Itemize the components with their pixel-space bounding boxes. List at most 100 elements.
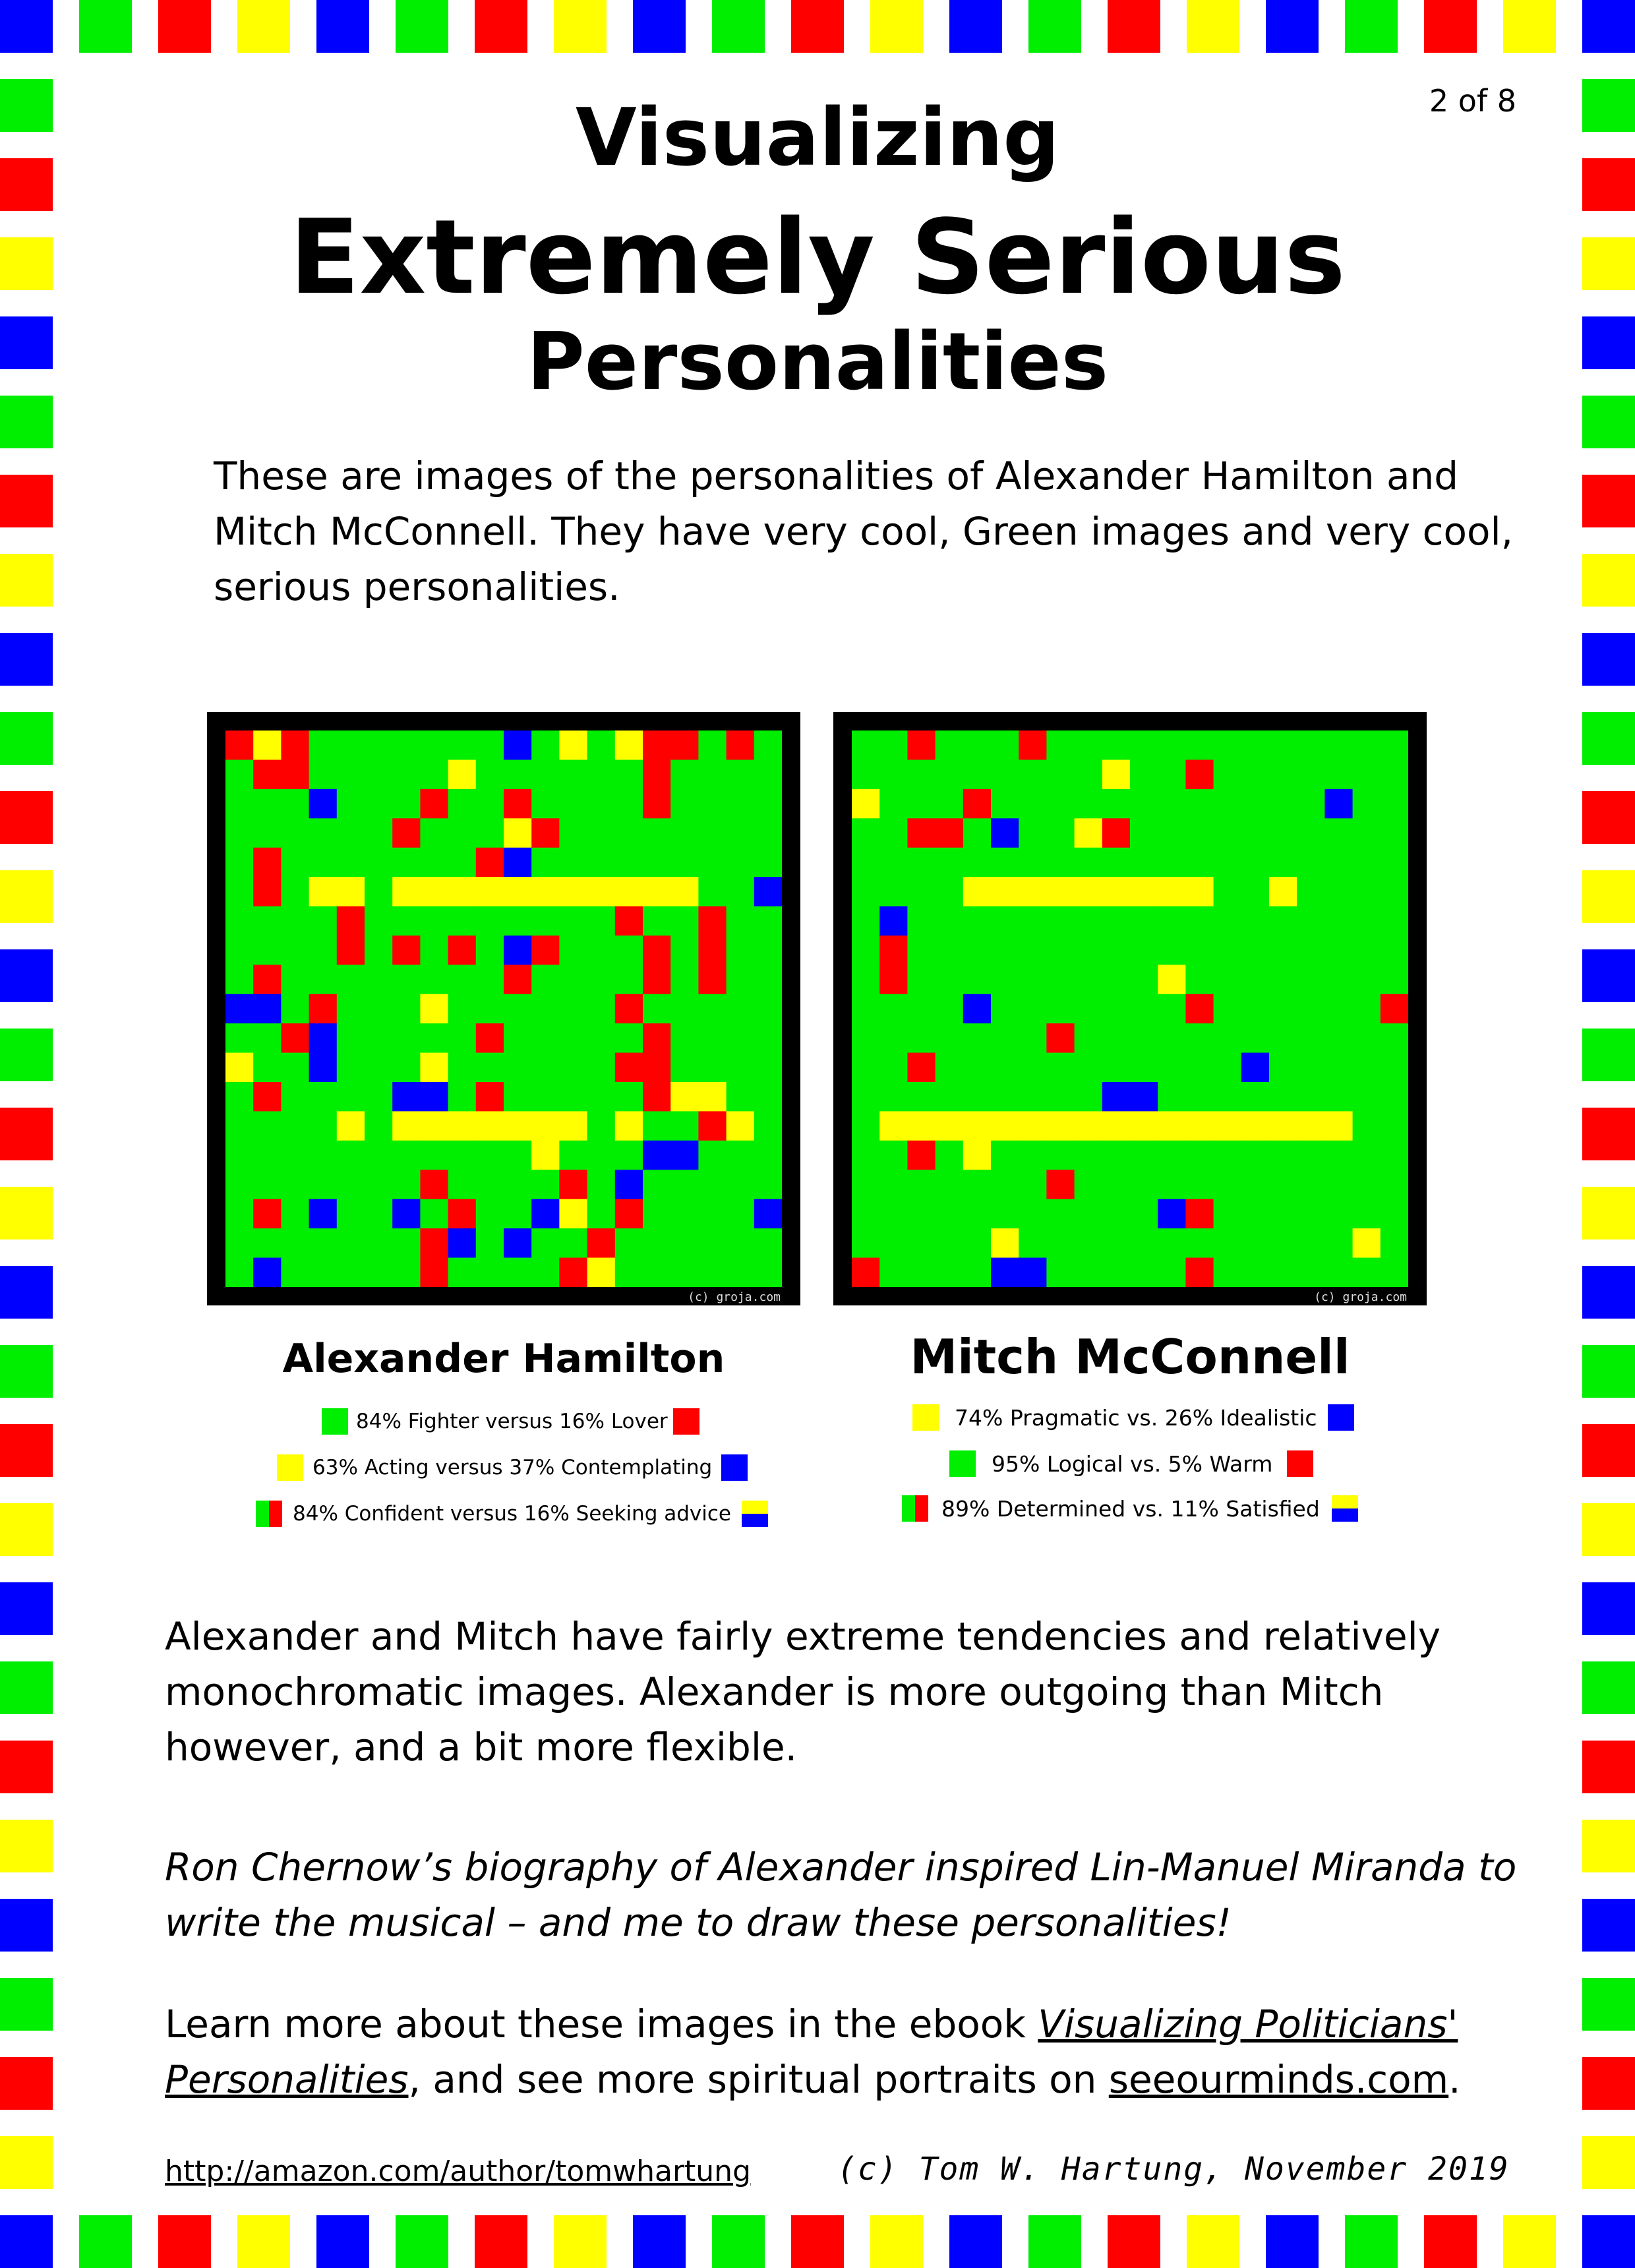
green-grid-cell — [670, 818, 699, 849]
green-grid-cell — [365, 760, 393, 790]
green-grid-cell — [670, 1257, 699, 1287]
red-border-square — [1582, 1424, 1635, 1477]
green-grid-cell — [670, 847, 699, 878]
yellow-grid-cell — [225, 1052, 254, 1083]
blue-border-square — [0, 633, 53, 686]
green-grid-cell — [420, 818, 449, 849]
yellow-grid-cell — [420, 1052, 449, 1083]
red-grid-cell — [281, 760, 310, 790]
title-line-3: Personalities — [526, 316, 1109, 408]
blue-grid-cell — [1241, 1052, 1270, 1083]
green-grid-cell — [852, 818, 880, 849]
green-grid-cell — [1324, 1199, 1353, 1229]
green-border-square — [79, 0, 132, 53]
yellow-border-square — [0, 2136, 53, 2189]
red-border-square — [0, 1741, 53, 1793]
green-grid-cell — [225, 1228, 254, 1259]
green-grid-cell — [1046, 1228, 1075, 1259]
green-grid-cell — [614, 818, 643, 849]
yellow-grid-cell — [1158, 877, 1186, 907]
green-grid-cell — [504, 1257, 532, 1287]
green-grid-cell — [1158, 818, 1186, 849]
green-grid-cell — [1213, 1052, 1242, 1083]
ebook-title-link[interactable]: Visualizing Politicians' Personalities — [165, 2002, 1458, 2102]
green-grid-cell — [365, 1082, 393, 1112]
green-grid-cell — [879, 1140, 908, 1170]
red-border-square — [0, 2057, 53, 2110]
green-grid-cell — [1380, 1111, 1408, 1141]
green-grid-cell — [392, 965, 421, 995]
red-square-icon — [1287, 1450, 1314, 1477]
trait-text: 95% Logical vs. 5% Warm — [992, 1450, 1273, 1477]
green-grid-cell — [852, 760, 880, 790]
green-grid-cell — [726, 965, 755, 995]
green-grid-cell — [754, 1257, 782, 1287]
green-grid-cell — [253, 1228, 282, 1259]
green-grid-cell — [448, 1082, 477, 1112]
green-grid-cell — [935, 994, 964, 1024]
green-border-square — [712, 0, 765, 53]
green-grid-cell — [935, 847, 964, 878]
green-grid-cell — [852, 1170, 880, 1200]
mcconnell-color-grid — [852, 731, 1408, 1287]
green-grid-cell — [1352, 877, 1381, 907]
green-grid-cell — [726, 789, 755, 819]
yellow-grid-cell — [531, 1140, 560, 1170]
yellow-grid-cell — [504, 1111, 532, 1141]
red-border-square — [0, 1424, 53, 1477]
yellow-grid-cell — [1130, 1111, 1158, 1141]
blue-grid-cell — [1324, 789, 1353, 819]
green-border-square — [1582, 1661, 1635, 1714]
green-grid-cell — [1380, 1052, 1408, 1083]
yellow-border-square — [1187, 0, 1239, 53]
yellow-border-square — [1582, 870, 1635, 923]
yellow-grid-cell — [991, 1111, 1019, 1141]
green-grid-cell — [1158, 1052, 1186, 1083]
trait-row: 95% Logical vs. 5% Warm — [949, 1450, 1314, 1477]
green-grid-cell — [1269, 789, 1297, 819]
green-grid-cell — [1297, 906, 1325, 936]
green-grid-cell — [670, 1228, 699, 1259]
green-grid-cell — [1019, 1140, 1047, 1170]
green-grid-cell — [225, 1023, 254, 1054]
green-grid-cell — [698, 1140, 727, 1170]
green-grid-cell — [531, 1023, 560, 1054]
green-grid-cell — [907, 994, 936, 1024]
green-grid-cell — [365, 1111, 393, 1141]
green-grid-cell — [1185, 965, 1214, 995]
green-grid-cell — [225, 1199, 254, 1229]
green-grid-cell — [1102, 847, 1131, 878]
green-grid-cell — [1074, 965, 1103, 995]
trait-row: 63% Acting versus 37% Contemplating — [277, 1454, 748, 1481]
green-grid-cell — [1352, 818, 1381, 849]
green-grid-cell — [643, 1111, 671, 1141]
yellow-grid-cell — [475, 1111, 504, 1141]
green-grid-cell — [643, 1170, 671, 1200]
website-link[interactable]: seeourminds.com — [1108, 2057, 1449, 2102]
green-grid-cell — [1074, 1023, 1103, 1054]
green-grid-cell — [935, 760, 964, 790]
blue-border-square — [0, 1899, 53, 1952]
author-url-link[interactable]: http://amazon.com/author/tomwhartung — [165, 2155, 752, 2188]
green-red-split-icon — [902, 1495, 928, 1522]
red-grid-cell — [698, 965, 727, 995]
green-grid-cell — [1130, 1199, 1158, 1229]
green-grid-cell — [1324, 847, 1353, 878]
green-grid-cell — [1352, 1257, 1381, 1287]
blue-grid-cell — [991, 1257, 1019, 1287]
yellow-grid-cell — [448, 1111, 477, 1141]
red-grid-cell — [475, 1082, 504, 1112]
red-border-square — [1424, 2215, 1477, 2268]
green-grid-cell — [1241, 1228, 1270, 1259]
green-grid-cell — [907, 1170, 936, 1200]
green-grid-cell — [754, 847, 782, 878]
green-grid-cell — [559, 1023, 588, 1054]
green-grid-cell — [1158, 994, 1186, 1024]
green-grid-cell — [587, 1140, 616, 1170]
green-grid-cell — [1019, 1170, 1047, 1200]
green-grid-cell — [754, 789, 782, 819]
green-grid-cell — [643, 1257, 671, 1287]
green-grid-cell — [963, 935, 992, 965]
green-grid-cell — [1102, 965, 1131, 995]
green-grid-cell — [392, 906, 421, 936]
